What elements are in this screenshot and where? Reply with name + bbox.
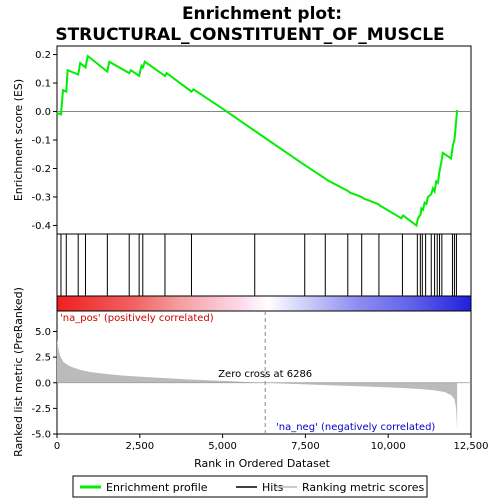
heat-bar-rect [56,295,472,312]
legend: Enrichment profile Hits Ranking metric s… [72,475,428,498]
es-panel: 0.2 0.1 0.0 -0.1 -0.2 -0.3 -0.4 Enrichment sco… [12,45,472,235]
es-ytick-label: -0.3 [31,192,51,203]
es-ytick-label: -0.2 [31,164,51,175]
rank-ylabel: Ranked list metric (PreRanked) [12,287,25,457]
zero-cross-label: Zero cross at 6286 [218,369,312,380]
x-tick-label: 12,500 [454,441,489,452]
neg-correlated-label: 'na_neg' (negatively correlated) [276,422,435,433]
hit-lines [60,234,457,296]
hits-panel [56,233,472,297]
es-ytick-label: -0.1 [31,136,51,147]
rank-panel-frame [56,310,472,435]
ranking-heat-bar [56,295,472,312]
rank-panel: 5.0 2.5 0.0 -2.5 -5.0 'na_pos' (positively c… [12,287,472,457]
enrichment-profile-line [56,54,459,228]
rank-ytick-label: -2.5 [31,404,51,415]
ranking-metric-area [57,339,458,430]
x-tick-label: 5,000 [208,441,237,452]
x-tick-label: 2,500 [125,441,154,452]
x-axis-label: Rank in Ordered Dataset [194,457,331,470]
x-tick-label: 10,000 [371,441,406,452]
pos-correlated-label: 'na_pos' (positively correlated) [60,313,214,324]
chart-title-line1: Enrichment plot: [182,4,342,24]
rank-ytick-label: 2.5 [35,353,51,364]
es-ytick-label: -0.4 [31,221,51,232]
x-axis-ticks: 0 2,500 5,000 7,500 10,000 12,500 [54,434,489,452]
rank-ytick-label: 5.0 [35,327,51,338]
x-tick-label: 0 [54,441,60,452]
legend-enrichment-label: Enrichment profile [106,481,208,494]
hits-panel-frame [56,233,472,297]
es-ytick-label: 0.0 [35,107,51,118]
es-ytick-label: 0.2 [35,50,51,61]
legend-hits-label: Hits [262,481,284,494]
rank-ytick-label: -5.0 [31,430,51,441]
legend-ranking-label: Ranking metric scores [302,481,424,494]
es-ylabel: Enrichment score (ES) [12,79,25,201]
es-yticks: 0.2 0.1 0.0 -0.1 -0.2 -0.3 -0.4 [31,50,57,232]
rank-yticks: 5.0 2.5 0.0 -2.5 -5.0 [31,327,57,441]
es-panel-frame [56,45,472,235]
rank-ytick-label: 0.0 [35,378,51,389]
x-tick-label: 7,500 [291,441,320,452]
chart-title-line2: STRUCTURAL_CONSTITUENT_OF_MUSCLE [55,25,444,45]
es-ytick-label: 0.1 [35,79,51,90]
